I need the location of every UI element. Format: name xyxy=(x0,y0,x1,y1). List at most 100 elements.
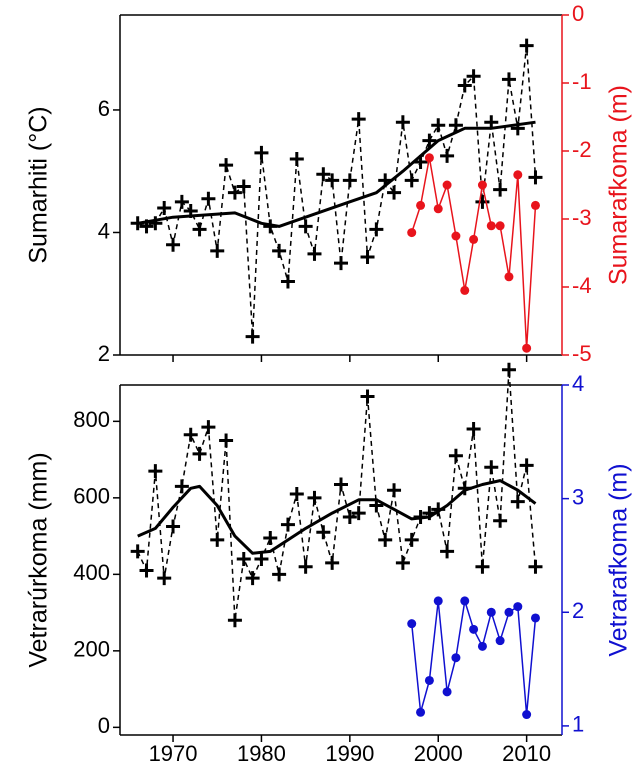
plus-marker xyxy=(219,433,234,448)
point-marker xyxy=(477,180,487,190)
plus-marker xyxy=(334,256,348,271)
series-line xyxy=(410,157,537,349)
series-line xyxy=(137,368,537,621)
plus-marker xyxy=(316,525,331,540)
point-marker xyxy=(513,170,523,180)
plus-marker xyxy=(254,552,269,567)
plus-marker xyxy=(307,490,322,505)
plus-marker xyxy=(342,509,357,524)
point-marker xyxy=(530,200,540,210)
point-marker xyxy=(504,272,514,282)
plus-marker xyxy=(210,243,225,258)
plus-marker xyxy=(484,460,499,475)
y2-tick-label: -5 xyxy=(572,341,592,366)
plus-marker xyxy=(157,571,172,586)
point-marker xyxy=(513,602,523,612)
plus-marker xyxy=(130,544,145,559)
plus-marker xyxy=(528,559,543,574)
plus-marker xyxy=(245,571,260,586)
point-marker xyxy=(522,710,532,720)
y2-tick-label: 4 xyxy=(572,371,584,396)
plus-marker xyxy=(351,112,366,127)
plus-marker xyxy=(387,483,402,498)
plus-marker xyxy=(325,173,340,188)
plus-marker xyxy=(395,555,410,570)
plus-marker xyxy=(360,249,375,264)
plus-marker xyxy=(272,567,287,582)
y2-axis-label: Vetrarafkoma (m) xyxy=(605,463,633,656)
plus-marker xyxy=(272,243,287,258)
plus-marker xyxy=(440,148,455,163)
series-line xyxy=(137,44,537,338)
plus-marker xyxy=(166,519,181,534)
point-marker xyxy=(433,596,443,606)
plus-marker xyxy=(342,173,357,188)
point-marker xyxy=(486,221,496,231)
x-tick-label: 1990 xyxy=(325,741,374,764)
y-tick-label: 600 xyxy=(73,484,110,509)
y-axis-label: Vetrarúrkoma (mm) xyxy=(25,452,53,667)
plus-marker xyxy=(289,487,304,502)
plus-marker xyxy=(254,145,269,160)
point-marker xyxy=(477,641,487,651)
y-tick-label: 800 xyxy=(73,407,110,432)
plus-marker xyxy=(369,222,384,237)
series-line xyxy=(137,479,537,555)
plus-marker xyxy=(457,78,472,93)
y-tick-label: 2 xyxy=(98,341,110,366)
plus-marker xyxy=(236,552,251,567)
x-tick-label: 2000 xyxy=(414,741,463,764)
plus-marker xyxy=(236,179,251,194)
plus-marker xyxy=(227,613,242,628)
y-tick-label: 200 xyxy=(73,637,110,662)
plus-marker xyxy=(201,420,216,435)
point-marker xyxy=(433,204,443,214)
plus-marker xyxy=(174,194,189,209)
plus-marker xyxy=(316,167,331,182)
point-marker xyxy=(460,596,470,606)
plus-marker xyxy=(351,506,366,521)
point-marker xyxy=(424,675,434,685)
plus-marker xyxy=(325,555,340,570)
plus-marker xyxy=(501,72,516,87)
point-marker xyxy=(522,343,532,353)
y2-tick-label: -1 xyxy=(572,69,592,94)
point-marker xyxy=(469,234,479,244)
y2-tick-label: 2 xyxy=(572,598,584,623)
y-tick-label: 6 xyxy=(98,96,110,121)
plus-marker xyxy=(475,559,490,574)
plus-marker xyxy=(501,362,516,377)
x-tick-label: 2010 xyxy=(502,741,551,764)
point-marker xyxy=(495,636,505,646)
y-tick-label: 0 xyxy=(98,713,110,738)
point-marker xyxy=(469,624,479,634)
plus-marker xyxy=(280,517,295,532)
plus-marker xyxy=(139,563,154,578)
x-tick-label: 1970 xyxy=(149,741,198,764)
plus-marker xyxy=(219,158,234,173)
point-marker xyxy=(442,687,452,697)
plus-marker xyxy=(431,118,446,133)
y2-tick-label: -3 xyxy=(572,205,592,230)
y2-axis-label: Sumarafkoma (m) xyxy=(605,85,633,285)
y2-tick-label: -2 xyxy=(572,137,592,162)
plus-marker xyxy=(148,216,163,231)
plus-marker xyxy=(404,173,419,188)
plus-marker xyxy=(519,38,534,53)
plus-marker xyxy=(510,494,525,509)
plus-marker xyxy=(493,513,508,528)
plus-marker xyxy=(245,329,260,344)
point-marker xyxy=(416,200,426,210)
y-tick-label: 400 xyxy=(73,560,110,585)
y-axis-label: Sumarhiti (°C) xyxy=(25,106,53,263)
x-tick-label: 1980 xyxy=(237,741,286,764)
plus-marker xyxy=(183,427,198,442)
plus-marker xyxy=(334,477,348,492)
point-marker xyxy=(424,153,434,163)
plus-marker xyxy=(395,115,410,130)
point-marker xyxy=(442,180,452,190)
point-marker xyxy=(495,221,505,231)
panel: 1970 1980 1990 2000 2010 0 200 400 600 800 1 2 3 4 Vet… xyxy=(25,362,633,764)
plus-marker xyxy=(157,200,172,215)
